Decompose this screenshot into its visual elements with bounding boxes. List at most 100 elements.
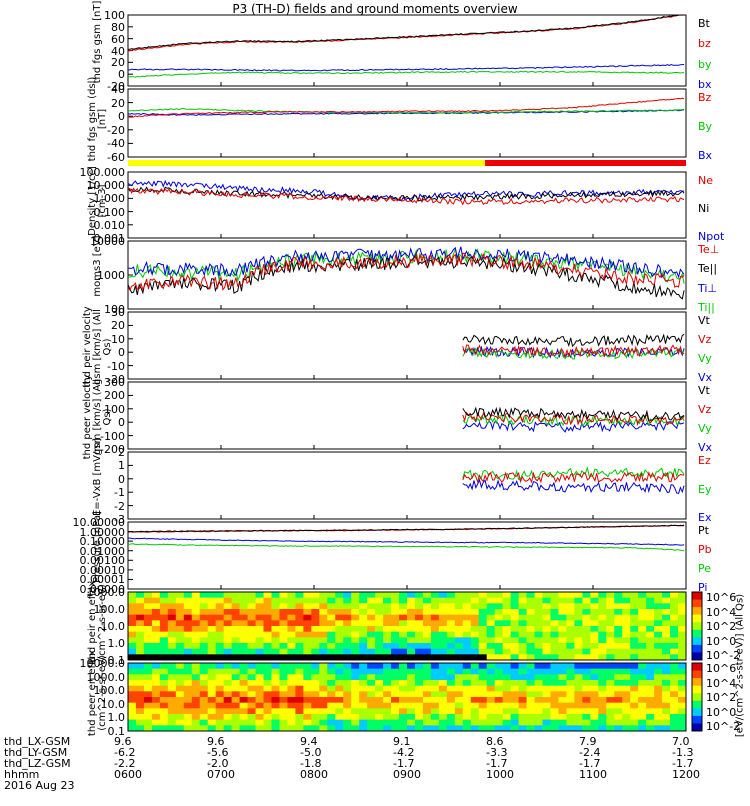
spectrogram-cell (622, 708, 631, 715)
spectrogram-cell (247, 714, 257, 721)
spectrogram-cell (454, 680, 464, 687)
spectrogram-cell (335, 614, 344, 621)
spectrogram-cell (510, 597, 520, 604)
spectrogram-cell (183, 697, 193, 704)
spectrogram-cell (367, 603, 376, 610)
spectrogram-cell (247, 643, 257, 650)
spectrogram-cell (550, 685, 559, 692)
spectrogram-cell (638, 702, 647, 709)
spectrogram-cell (558, 680, 567, 687)
spectrogram-cell (279, 614, 288, 621)
spectrogram-cell (430, 663, 440, 670)
spectrogram-cell (263, 697, 272, 704)
spectrogram-cell (614, 603, 623, 610)
spectrogram-cell (510, 643, 520, 650)
spectrogram-cell (247, 697, 257, 704)
spectrogram-cell (295, 592, 304, 599)
spectrogram-cell (383, 702, 392, 709)
spectrogram-cell (630, 614, 639, 621)
spectrogram-cell (510, 626, 520, 633)
spectrogram-cell (303, 626, 312, 633)
spectrogram-cell (670, 697, 679, 704)
spectrogram-cell (191, 668, 201, 675)
spectrogram-cell (183, 603, 193, 610)
spectrogram-cell (558, 603, 567, 610)
spectrogram-cell (638, 620, 647, 627)
spectrogram-cell (343, 702, 352, 709)
spectrogram-cell (135, 614, 145, 621)
spectrogram-cell (151, 714, 161, 721)
spectrogram-cell (303, 702, 312, 709)
x-axis-row-label: hhmm (4, 768, 40, 781)
spectrogram-cell (430, 708, 440, 715)
spectrogram-cell (135, 626, 145, 633)
spectrogram-cell (494, 685, 504, 692)
spectrogram-cell (367, 648, 376, 655)
spectrogram-cell (622, 620, 631, 627)
spectrogram-cell (582, 725, 591, 732)
spectrogram-cell (151, 708, 161, 715)
spectrogram-cell (207, 592, 217, 599)
spectrogram-cell (566, 648, 575, 655)
spectrogram-cell (606, 685, 615, 692)
spectrogram-cell (175, 674, 185, 681)
y-tick-label: 1.000 (93, 192, 126, 206)
spectrogram-cell (223, 697, 233, 704)
spectrogram-cell (143, 719, 153, 726)
spectrogram-cell (407, 719, 416, 726)
spectrogram-cell (438, 725, 448, 732)
spectrogram-cell (175, 648, 185, 655)
series-line-Pe (127, 543, 685, 552)
spectrogram-cell (638, 708, 647, 715)
spectrogram-cell (263, 702, 272, 709)
series-line-Vz (462, 411, 685, 426)
spectrogram-cell (375, 631, 384, 638)
spectrogram-cell (175, 691, 185, 698)
spectrogram-cell (422, 719, 432, 726)
spectrogram-cell (215, 702, 225, 709)
spectrogram-cell (510, 654, 520, 661)
spectrogram-cell (654, 592, 663, 599)
spectrogram-cell (470, 603, 480, 610)
spectrogram-cell (622, 637, 631, 644)
spectrogram-cell (383, 685, 392, 692)
spectrogram-cell (574, 592, 583, 599)
spectrogram-cell (199, 620, 209, 627)
spectrogram-cell (542, 631, 551, 638)
spectrogram-cell (622, 592, 631, 599)
spectrogram-cell (135, 609, 145, 616)
spectrogram-cell (622, 725, 631, 732)
spectrogram-cell (438, 674, 448, 681)
spectrogram-cell (478, 620, 488, 627)
spectrogram-cell (678, 725, 687, 732)
spectrogram-cell (135, 674, 145, 681)
spectrogram-cell (311, 674, 320, 681)
spectrogram-cell (223, 654, 233, 661)
spectrogram-cell (239, 631, 249, 638)
spectrogram-cell (128, 725, 137, 732)
x-axis-value: -1.7 (672, 757, 694, 770)
spectrogram-cell (303, 663, 312, 670)
spectrogram-cell (159, 719, 169, 726)
spectrogram-cell (159, 708, 169, 715)
spectrogram-cell (534, 609, 544, 616)
spectrogram-cell (534, 674, 544, 681)
spectrogram-cell (199, 708, 209, 715)
spectrogram-cell (128, 597, 137, 604)
spectrogram-cell (343, 719, 352, 726)
spectrogram-cell (526, 680, 536, 687)
spectrogram-cell (446, 663, 456, 670)
spectrogram-cell (231, 614, 241, 621)
spectrogram-cell (239, 592, 249, 599)
spectrogram-cell (343, 620, 352, 627)
spectrogram-cell (630, 685, 639, 692)
spectrogram-cell (199, 609, 209, 616)
x-axis-row-label: thd_LZ-GSM (4, 757, 71, 770)
colorbar-cell (692, 637, 702, 646)
spectrogram-cell (526, 663, 536, 670)
y-tick-label: 0.001 (93, 232, 126, 245)
spectrogram-cell (351, 714, 360, 721)
legend-Bz: Bz (698, 91, 712, 104)
spectrogram-cell (558, 654, 567, 661)
spectrogram-cell (494, 631, 504, 638)
